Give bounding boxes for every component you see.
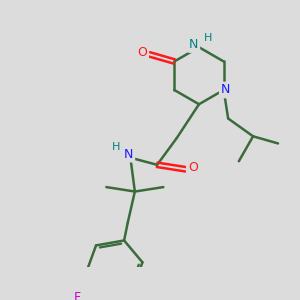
Text: N: N bbox=[221, 83, 230, 97]
Text: H: H bbox=[112, 142, 120, 152]
Text: F: F bbox=[74, 291, 81, 300]
Text: O: O bbox=[137, 46, 147, 59]
Text: N: N bbox=[124, 148, 133, 160]
Text: O: O bbox=[188, 161, 198, 174]
Text: H: H bbox=[204, 33, 212, 43]
Text: N: N bbox=[189, 38, 198, 51]
